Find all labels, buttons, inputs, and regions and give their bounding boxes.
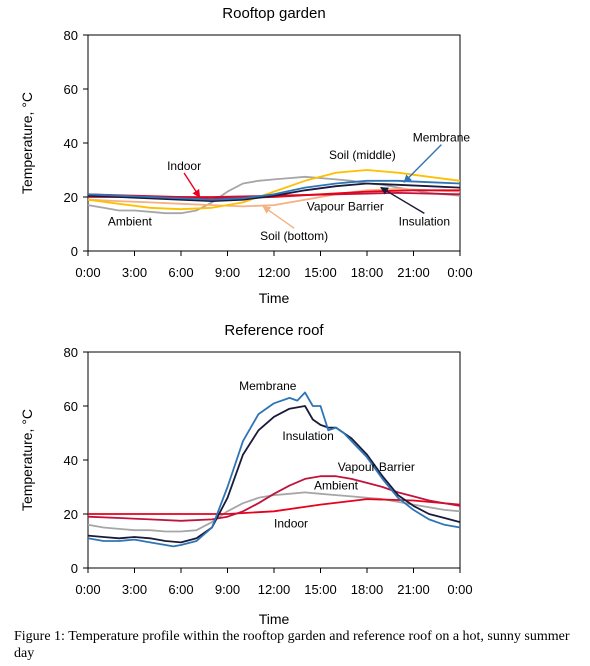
reference-x-axis-label: Time: [259, 611, 290, 627]
reference-series-indoor: [88, 498, 461, 515]
reference-y-tick-label: 40: [64, 453, 78, 468]
reference-y-tick-label: 0: [71, 561, 78, 576]
rooftop-annotation-vapour-barrier: Vapour Barrier: [307, 200, 384, 214]
reference-x-tick-label: 12:00: [258, 582, 291, 597]
reference-y-tick-label: 60: [64, 399, 78, 414]
rooftop-y-tick-label: 20: [64, 190, 78, 205]
rooftop-garden-chart: Rooftop garden 0 20 40 60 80 0:00 3:00 6:00 9:00 1…: [19, 5, 473, 306]
reference-x-tick-label: 0:00: [75, 582, 100, 597]
rooftop-series-membrane: [87, 179, 461, 201]
rooftop-arrow-membrane: [403, 144, 442, 183]
reference-series-insulation: [87, 405, 461, 544]
reference-x-tick-label: 0:00: [447, 582, 472, 597]
reference-series-ambient: [87, 491, 461, 533]
rooftop-y-tick-label: 40: [64, 136, 78, 151]
rooftop-y-axis-label: Temperature, °C: [19, 92, 35, 194]
rooftop-annotation-indoor: Indoor: [167, 159, 201, 173]
rooftop-arrow-indoor: [183, 172, 201, 198]
reference-y-tick-label: 80: [64, 345, 78, 360]
rooftop-arrow-soil-bottom: [262, 205, 295, 229]
reference-series-membrane: [87, 391, 461, 548]
reference-series-vapour-barrier: [87, 475, 461, 522]
rooftop-x-axis-label: Time: [259, 290, 290, 306]
reference-x-tick-label: 6:00: [168, 582, 193, 597]
reference-x-tick-label: 21:00: [397, 582, 430, 597]
reference-annotation-vapour-barrier: Vapour Barrier: [338, 460, 415, 474]
reference-y-tick-label: 20: [64, 507, 78, 522]
reference-x-tick-label: 18:00: [351, 582, 384, 597]
rooftop-y-tick-label: 80: [64, 28, 78, 43]
figure-caption: Figure 1: Temperature profile within the…: [14, 629, 570, 661]
rooftop-x-tick-label: 9:00: [215, 265, 240, 280]
rooftop-series-soil-middle: [87, 169, 461, 211]
rooftop-y-tick-label: 60: [64, 82, 78, 97]
rooftop-x-tick-label: 6:00: [168, 265, 193, 280]
reference-annotation-membrane: Membrane: [239, 379, 297, 393]
reference-x-tick-label: 9:00: [215, 582, 240, 597]
rooftop-arrow-insulation: [380, 186, 425, 214]
rooftop-x-tick-label: 21:00: [397, 265, 430, 280]
rooftop-annotation-soil-bottom: Soil (bottom): [260, 229, 328, 243]
rooftop-x-tick-label: 12:00: [258, 265, 291, 280]
rooftop-series-ambient: [87, 175, 461, 215]
rooftop-annotation-insulation: Insulation: [399, 214, 450, 228]
rooftop-series-insulation: [87, 182, 461, 203]
rooftop-y-tick-label: 0: [71, 244, 78, 259]
rooftop-x-tick-label: 15:00: [304, 265, 337, 280]
rooftop-annotation-soil-middle: Soil (middle): [329, 148, 396, 162]
reference-chart-title: Reference roof: [224, 322, 324, 339]
rooftop-chart-title: Rooftop garden: [222, 5, 325, 22]
rooftop-series-soil-bottom: [87, 187, 461, 208]
rooftop-annotation-membrane: Membrane: [413, 131, 471, 145]
reference-annotation-indoor: Indoor: [274, 517, 308, 531]
reference-x-tick-label: 3:00: [122, 582, 147, 597]
reference-roof-chart: Reference roof 0 20 40 60 80 0:00 3:00 6:00 9:00 1…: [19, 322, 473, 627]
rooftop-annotation-ambient: Ambient: [108, 214, 153, 228]
reference-annotation-insulation: Insulation: [282, 429, 333, 443]
figure: Rooftop garden 0 20 40 60 80 0:00 3:00 6:00 9:00 1…: [19, 5, 473, 627]
rooftop-x-tick-label: 3:00: [122, 265, 147, 280]
rooftop-x-tick-label: 18:00: [351, 265, 384, 280]
rooftop-x-tick-label: 0:00: [447, 265, 472, 280]
reference-x-tick-label: 15:00: [304, 582, 337, 597]
reference-y-axis-label: Temperature, °C: [19, 409, 35, 511]
reference-annotation-ambient: Ambient: [314, 479, 359, 493]
rooftop-x-tick-label: 0:00: [75, 265, 100, 280]
